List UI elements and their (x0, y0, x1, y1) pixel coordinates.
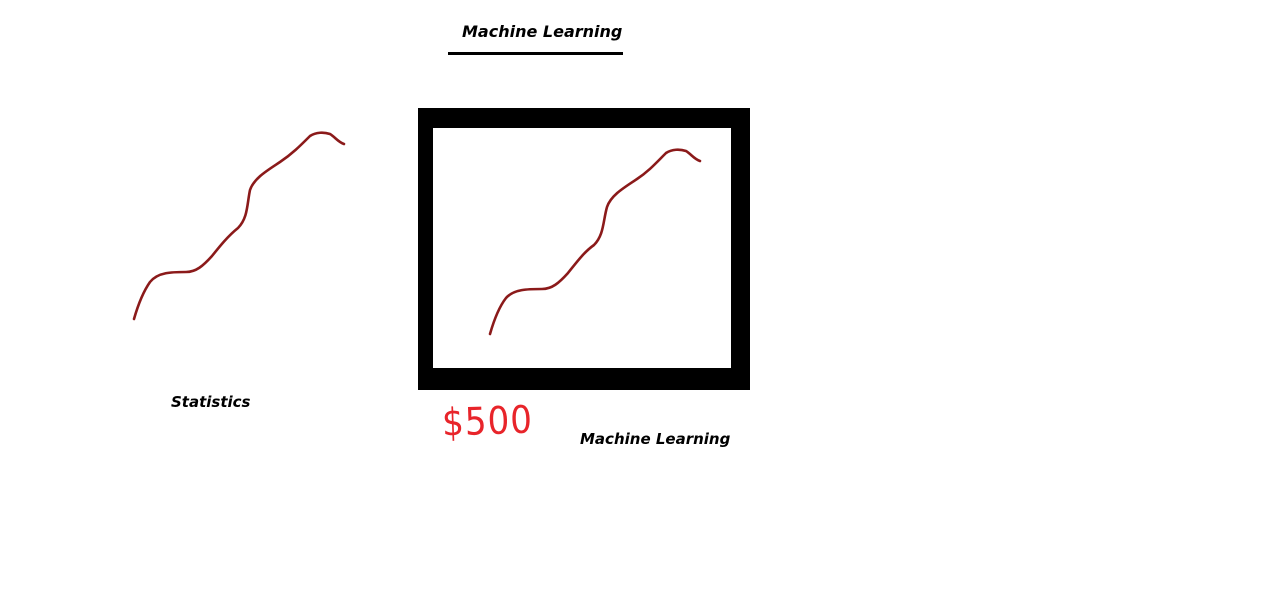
machine-learning-curve (488, 148, 702, 336)
statistics-label: Statistics (171, 393, 251, 411)
price-annotation: $500 (441, 398, 533, 445)
statistics-curve (132, 131, 346, 321)
statistics-curve-line (132, 131, 346, 321)
price-text: $500 (441, 398, 533, 445)
top-title: Machine Learning (462, 22, 623, 41)
machine-learning-curve-line (488, 148, 702, 336)
machine-learning-frame (418, 108, 750, 390)
machine-learning-label: Machine Learning (580, 430, 731, 448)
title-underline (448, 52, 623, 55)
